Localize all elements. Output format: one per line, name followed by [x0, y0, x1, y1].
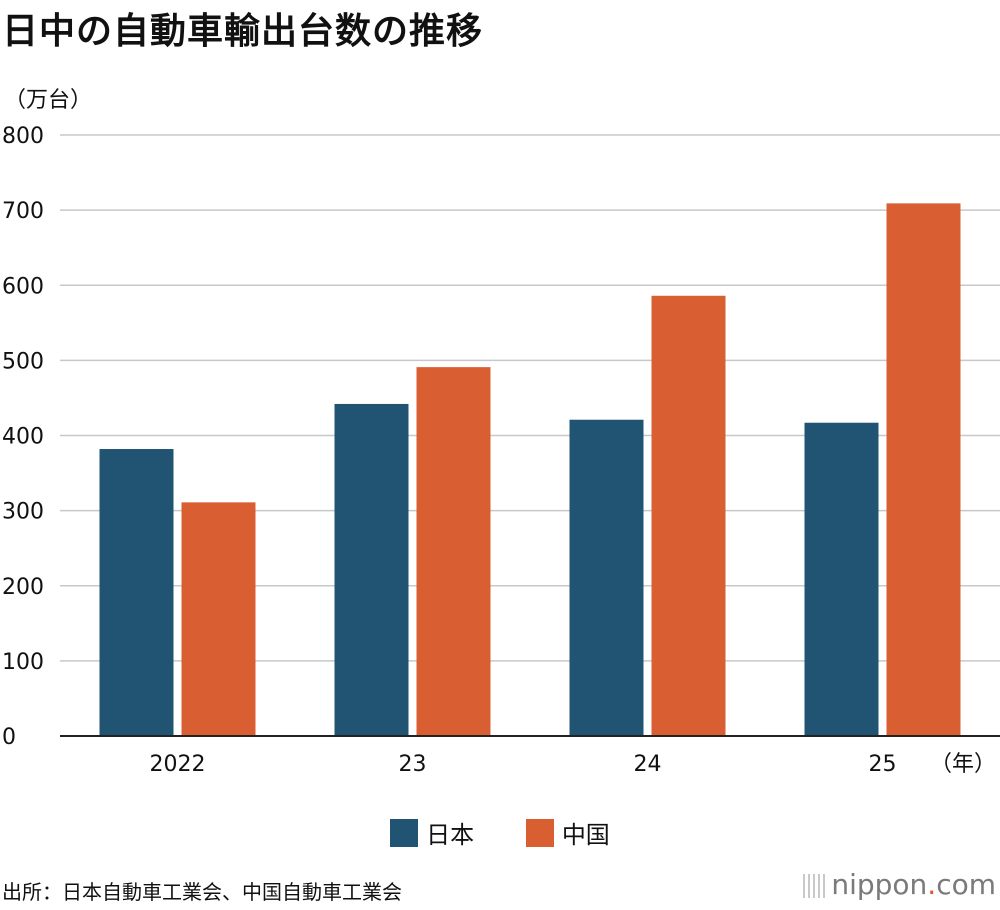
bar-china [181, 502, 256, 736]
y-axis-unit-label: （万台） [4, 88, 93, 113]
y-tick-label: 700 [2, 199, 44, 224]
brand-logo: nippon.com [803, 868, 996, 901]
legend: 日本 中国 [0, 815, 1000, 853]
y-tick-label: 800 [2, 124, 44, 149]
y-tick-label: 300 [2, 500, 44, 525]
x-tick-label: 23 [399, 752, 427, 777]
bar-japan [99, 449, 174, 736]
x-axis-unit-label: （年） [930, 752, 996, 777]
legend-swatch-china [525, 818, 554, 847]
y-tick-label: 400 [2, 425, 44, 450]
x-tick-label: 2022 [150, 752, 206, 777]
bar-chart: 0 100 200 300 400 500 600 700 800 2022 23 24 25 （年） [2, 124, 1000, 777]
legend-item-china: 中国 [525, 815, 610, 850]
legend-label-china: 中国 [561, 821, 610, 849]
bar-japan [569, 419, 644, 736]
legend-label-japan: 日本 [426, 821, 475, 849]
x-tick-label: 24 [634, 752, 662, 777]
y-tick-label: 200 [2, 575, 44, 600]
brand-dot: . [927, 868, 937, 901]
bar-china [886, 203, 961, 736]
bar-japan [804, 422, 879, 736]
brand-name: nippon [831, 868, 928, 901]
bar-china [416, 367, 491, 736]
legend-swatch-japan [390, 818, 419, 847]
brand-tld: com [936, 868, 996, 901]
y-tick-label: 0 [2, 725, 16, 750]
x-tick-label: 25 [869, 752, 897, 777]
brand-bars-icon [803, 874, 826, 898]
bar-china [651, 295, 726, 736]
y-tick-label: 600 [2, 274, 44, 299]
legend-item-japan: 日本 [390, 815, 474, 850]
y-tick-label: 100 [2, 650, 44, 675]
bar-japan [334, 403, 409, 736]
chart-title: 日中の自動車輸出台数の推移 [2, 11, 484, 52]
y-tick-label: 500 [2, 349, 44, 374]
source-note: 出所：日本自動車工業会、中国自動車工業会 [2, 880, 402, 904]
